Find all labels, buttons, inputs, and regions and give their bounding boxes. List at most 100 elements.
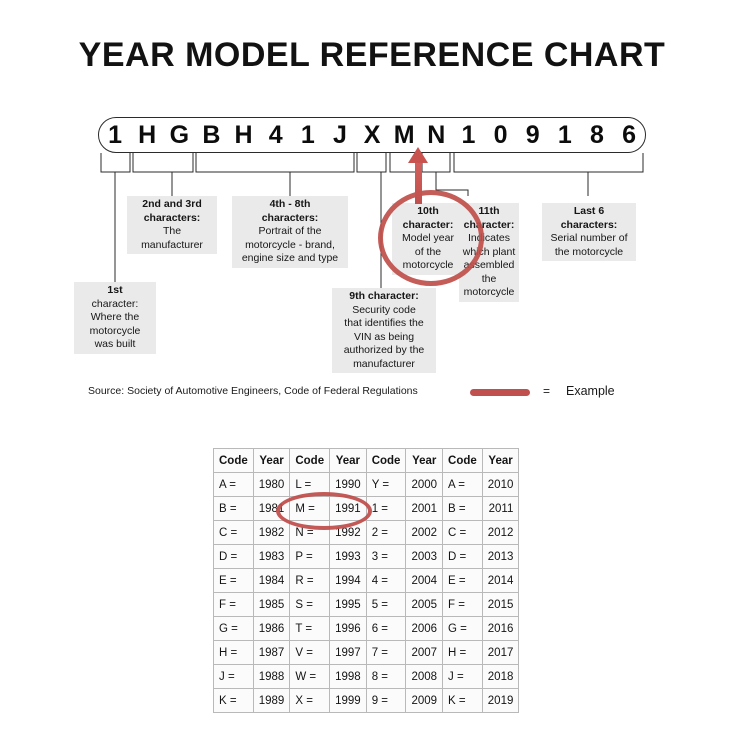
cell-code: B = bbox=[213, 496, 254, 521]
cell-code: H = bbox=[213, 640, 254, 665]
vin-char-1: 1 bbox=[108, 120, 123, 149]
cell-code: G = bbox=[442, 616, 483, 641]
cell-year: 2012 bbox=[481, 520, 520, 545]
vin-char-3: G bbox=[169, 120, 190, 149]
label-1st-character: 1st character: Where the motorcycle was buil… bbox=[74, 282, 156, 354]
cell-year: 1982 bbox=[252, 520, 291, 545]
cell-code: C = bbox=[442, 520, 483, 545]
cell-year: 2005 bbox=[405, 592, 444, 617]
cell-code: 2 = bbox=[365, 520, 407, 545]
cell-code: Y = bbox=[365, 472, 407, 497]
vin-char-6: 4 bbox=[268, 120, 283, 149]
vin-char-7: 1 bbox=[300, 120, 315, 149]
cell-year: 1998 bbox=[329, 664, 367, 689]
cell-year: 1988 bbox=[252, 664, 291, 689]
table-row: E = 1984 R = 1994 4 = 2004 E = 2014 bbox=[213, 568, 520, 593]
highlight-ellipse-10th-character bbox=[378, 190, 484, 286]
table-body: A = 1980 L = 1990 Y = 2000 A = 2010 B = 1981 M = 19… bbox=[213, 472, 520, 713]
legend-equals: = bbox=[543, 384, 551, 398]
cell-code: T = bbox=[289, 616, 331, 641]
page-title: YEAR MODEL REFERENCE CHART bbox=[78, 36, 666, 74]
vin-char-9: X bbox=[363, 120, 381, 149]
label-2nd-and-3rd-characters: 2nd and 3rd characters: The manufacturer bbox=[127, 196, 217, 254]
cell-year: 2006 bbox=[405, 616, 444, 641]
cell-year: 2008 bbox=[405, 664, 444, 689]
cell-year: 1997 bbox=[329, 640, 367, 665]
table-row: B = 1981 M = 1991 1 = 2001 B = 2011 bbox=[213, 496, 520, 521]
cell-year: 1995 bbox=[329, 592, 367, 617]
cell-year: 1986 bbox=[252, 616, 291, 641]
cell-year: 2015 bbox=[481, 592, 520, 617]
header-code-1: Code bbox=[213, 448, 254, 473]
cell-year: 1984 bbox=[252, 568, 291, 593]
cell-code: 9 = bbox=[365, 688, 407, 713]
cell-code: 6 = bbox=[365, 616, 407, 641]
table-row: K = 1989 X = 1999 9 = 2009 K = 2019 bbox=[213, 688, 520, 713]
cell-year: 2010 bbox=[481, 472, 520, 497]
cell-code: A = bbox=[213, 472, 254, 497]
vin-char-8: J bbox=[332, 120, 347, 149]
cell-code: K = bbox=[213, 688, 254, 713]
vin-char-11: N bbox=[427, 120, 446, 149]
table-row: F = 1985 S = 1995 5 = 2005 F = 2015 bbox=[213, 592, 520, 617]
cell-year: 1985 bbox=[252, 592, 291, 617]
cell-code: F = bbox=[213, 592, 254, 617]
cell-year: 1992 bbox=[329, 520, 367, 545]
cell-code: 8 = bbox=[365, 664, 407, 689]
cell-year: 2003 bbox=[405, 544, 444, 569]
table-row: G = 1986 T = 1996 6 = 2006 G = 2016 bbox=[213, 616, 520, 641]
cell-year: 2009 bbox=[405, 688, 444, 713]
header-year-4: Year bbox=[481, 448, 520, 473]
cell-code: G = bbox=[213, 616, 254, 641]
cell-code: M = bbox=[289, 496, 331, 521]
source-text: Source: Society of Automotive Engineers,… bbox=[88, 385, 418, 397]
cell-year: 2002 bbox=[405, 520, 444, 545]
year-code-table: Code Year Code Year Code Year Code Year … bbox=[213, 448, 520, 713]
vin-char-15: 1 bbox=[557, 120, 572, 149]
cell-year: 1989 bbox=[252, 688, 291, 713]
cell-code: X = bbox=[289, 688, 331, 713]
cell-code: J = bbox=[213, 664, 254, 689]
cell-code: E = bbox=[442, 568, 483, 593]
cell-year: 2000 bbox=[405, 472, 444, 497]
vin-number-box: 1 H G B H 4 1 J X M N 1 0 9 1 8 6 bbox=[98, 117, 646, 153]
cell-year: 1990 bbox=[329, 472, 367, 497]
legend-label: Example bbox=[566, 384, 615, 398]
cell-year: 2001 bbox=[405, 496, 444, 521]
cell-year: 1981 bbox=[252, 496, 291, 521]
cell-year: 2007 bbox=[405, 640, 444, 665]
cell-year: 2017 bbox=[481, 640, 520, 665]
header-year-3: Year bbox=[405, 448, 444, 473]
cell-year: 1999 bbox=[329, 688, 367, 713]
cell-code: L = bbox=[289, 472, 331, 497]
cell-code: N = bbox=[289, 520, 331, 545]
cell-year: 1987 bbox=[252, 640, 291, 665]
header-year-1: Year bbox=[252, 448, 291, 473]
vin-char-5: H bbox=[234, 120, 253, 149]
example-arrow-shaft bbox=[415, 160, 422, 204]
cell-code: D = bbox=[213, 544, 254, 569]
cell-year: 2018 bbox=[481, 664, 520, 689]
example-arrow-head bbox=[408, 147, 428, 163]
cell-year: 2019 bbox=[481, 688, 520, 713]
vin-char-14: 9 bbox=[525, 120, 540, 149]
cell-year: 2014 bbox=[481, 568, 520, 593]
vin-char-12: 1 bbox=[461, 120, 476, 149]
cell-year: 1980 bbox=[252, 472, 291, 497]
table-row: C = 1982 N = 1992 2 = 2002 C = 2012 bbox=[213, 520, 520, 545]
cell-year: 2011 bbox=[481, 496, 520, 521]
cell-year: 2004 bbox=[405, 568, 444, 593]
table-row: A = 1980 L = 1990 Y = 2000 A = 2010 bbox=[213, 472, 520, 497]
table-row: D = 1983 P = 1993 3 = 2003 D = 2013 bbox=[213, 544, 520, 569]
label-4th-to-8th-characters: 4th - 8th characters: Portrait of the motor… bbox=[232, 196, 348, 268]
cell-code: J = bbox=[442, 664, 483, 689]
table-row: J = 1988 W = 1998 8 = 2008 J = 2018 bbox=[213, 664, 520, 689]
vin-char-2: H bbox=[138, 120, 157, 149]
cell-code: 7 = bbox=[365, 640, 407, 665]
cell-year: 2013 bbox=[481, 544, 520, 569]
cell-year: 1983 bbox=[252, 544, 291, 569]
cell-year: 1993 bbox=[329, 544, 367, 569]
cell-year: 2016 bbox=[481, 616, 520, 641]
vin-char-17: 6 bbox=[622, 120, 637, 149]
